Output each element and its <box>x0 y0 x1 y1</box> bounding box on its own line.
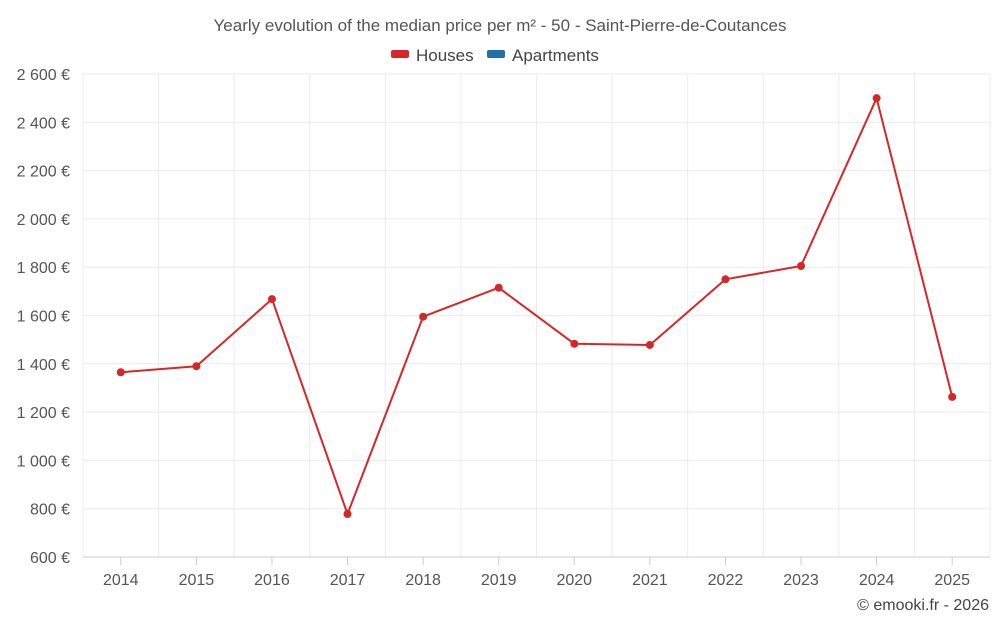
data-point[interactable] <box>797 261 806 270</box>
x-tick-label: 2018 <box>405 572 441 589</box>
legend-label-houses: Houses <box>416 46 474 65</box>
y-tick-label: 2 200 € <box>17 164 70 181</box>
data-point[interactable] <box>721 275 730 284</box>
x-tick-label: 2017 <box>330 572 366 589</box>
chart-title: Yearly evolution of the median price per… <box>214 16 787 35</box>
x-axis: 2014 2015 2016 2017 2018 2019 2020 2021 2022 2023… <box>83 556 990 589</box>
x-tick-label: 2023 <box>783 572 819 589</box>
data-point[interactable] <box>494 283 503 292</box>
data-point[interactable] <box>872 94 881 103</box>
x-tick-label: 2016 <box>254 572 290 589</box>
x-tick-label: 2015 <box>179 572 215 589</box>
y-tick-label: 1 600 € <box>17 309 70 326</box>
x-tick-label: 2024 <box>859 572 895 589</box>
x-tick-label: 2020 <box>556 572 592 589</box>
series-line-houses <box>120 97 954 515</box>
legend-item-apartments[interactable]: Apartments <box>487 46 599 65</box>
y-tick-label: 1 200 € <box>17 405 70 422</box>
y-tick-label: 600 € <box>30 550 70 567</box>
x-tick-label: 2019 <box>481 572 517 589</box>
data-point[interactable] <box>948 392 957 401</box>
y-tick-label: 2 000 € <box>17 212 70 229</box>
data-point[interactable] <box>343 510 352 519</box>
y-tick-label: 1 000 € <box>17 453 70 470</box>
data-point[interactable] <box>645 340 654 349</box>
x-tick-label: 2025 <box>934 572 970 589</box>
y-tick-label: 1 800 € <box>17 260 70 277</box>
data-point[interactable] <box>267 295 276 304</box>
x-tick-label: 2021 <box>632 572 668 589</box>
data-point[interactable] <box>116 368 125 377</box>
series-houses <box>116 94 957 519</box>
y-tick-label: 800 € <box>30 502 70 519</box>
y-tick-label: 2 400 € <box>17 115 70 132</box>
data-point[interactable] <box>419 312 428 321</box>
y-tick-label: 2 600 € <box>17 67 70 84</box>
legend: Houses Apartments <box>391 46 599 65</box>
y-tick-label: 1 400 € <box>17 357 70 374</box>
credit-text: © emooki.fr - 2026 <box>857 597 989 614</box>
x-tick-label: 2014 <box>103 572 139 589</box>
legend-label-apartments: Apartments <box>512 46 599 65</box>
data-point[interactable] <box>192 362 201 371</box>
legend-swatch-apartments <box>487 50 505 58</box>
legend-swatch-houses <box>391 50 409 58</box>
legend-item-houses[interactable]: Houses <box>391 46 474 65</box>
data-point[interactable] <box>570 339 579 348</box>
y-axis: 600 € 800 € 1 000 € 1 200 € 1 400 € 1 600 € 1 … <box>17 67 70 567</box>
x-tick-label: 2022 <box>708 572 744 589</box>
